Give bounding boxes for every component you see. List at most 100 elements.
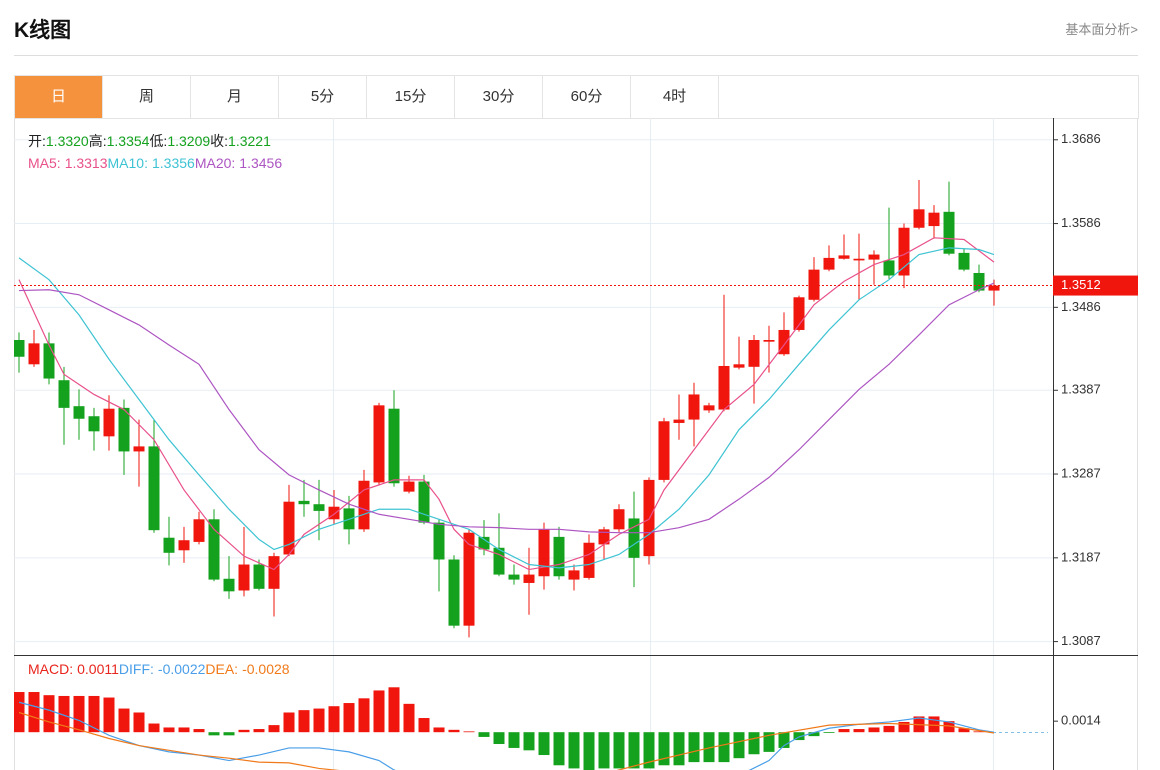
macd-bar (418, 718, 430, 733)
macd-bar (283, 712, 295, 733)
candle-body (988, 285, 1000, 291)
macd-bar (733, 732, 745, 759)
macd-bar (478, 732, 490, 737)
info-item: 低:1.3209 (149, 133, 210, 149)
candle-body (388, 408, 400, 484)
macd-bar (553, 732, 565, 766)
ma-info: MA5: 1.3313MA10: 1.3356MA20: 1.3456 (28, 155, 282, 171)
macd-bar (463, 731, 475, 733)
candle-body (883, 260, 895, 276)
macd-bar (343, 703, 355, 733)
candle-body (103, 408, 115, 437)
candle-body (973, 272, 985, 291)
candle-body (478, 536, 490, 550)
plot (14, 179, 1000, 638)
candle-body (163, 537, 175, 553)
candle-body (928, 212, 940, 227)
period-tab[interactable]: 4时 (631, 76, 719, 118)
macd-bar (328, 706, 340, 733)
macd-bar (658, 732, 670, 766)
macd-bar (628, 732, 640, 769)
macd-bar (88, 695, 100, 733)
period-tab[interactable]: 5分 (279, 76, 367, 118)
macd-bar (643, 732, 655, 769)
candle-body (358, 480, 370, 530)
period-tab[interactable]: 30分 (455, 76, 543, 118)
info-item: DEA: -0.0028 (205, 661, 289, 677)
analysis-link[interactable]: 基本面分析> (1065, 22, 1138, 37)
period-tab[interactable]: 60分 (543, 76, 631, 118)
current-price-box (1053, 275, 1138, 296)
period-tab[interactable]: 周 (103, 76, 191, 118)
candle-body (718, 365, 730, 410)
period-tab[interactable]: 15分 (367, 76, 455, 118)
info-item: MA10: 1.3356 (108, 155, 195, 171)
candle-body (133, 446, 145, 452)
macd-bar (613, 732, 625, 769)
macd-bar (583, 732, 595, 770)
info-value: 0.0011 (77, 661, 119, 677)
macd-bar (778, 732, 790, 748)
macd-bar (178, 727, 190, 733)
info-value: 1.3354 (106, 133, 150, 149)
info-value: 1.3456 (239, 155, 283, 171)
candle-body (418, 481, 430, 523)
info-label: DIFF: (118, 661, 154, 677)
macd-bar (448, 729, 460, 733)
candle-body (43, 343, 55, 379)
info-item: MA5: 1.3313 (28, 155, 108, 171)
info-label: MACD: (28, 661, 74, 677)
candle-body (733, 364, 745, 368)
macd-bar (868, 727, 880, 733)
macd-bar (58, 695, 70, 733)
candle-body (748, 340, 760, 367)
macd-bar (808, 732, 820, 737)
candle-body (328, 506, 340, 520)
info-value: 1.3209 (167, 133, 211, 149)
macd-bar (763, 732, 775, 752)
candle-body (703, 405, 715, 411)
macd-bar (133, 712, 145, 733)
macd-bar (823, 732, 835, 733)
info-item: DIFF: -0.0022 (119, 661, 205, 677)
candle-body (958, 252, 970, 270)
candle-body (14, 340, 25, 357)
macd-bar (253, 729, 265, 733)
candle-body (313, 504, 325, 511)
candle-body (583, 542, 595, 578)
candle-body (898, 227, 910, 276)
macd-bar (223, 732, 235, 736)
candle-body (463, 532, 475, 626)
candle-body (943, 211, 955, 254)
candle-body (598, 529, 610, 545)
macd-bar (853, 729, 865, 733)
macd-bar (14, 692, 25, 733)
macd-bar (508, 732, 520, 748)
candle-body (298, 500, 310, 505)
y-tick-label: 1.3387 (1061, 382, 1101, 397)
info-value: 1.3320 (45, 133, 89, 149)
macd-bar (208, 732, 220, 736)
info-item: 开:1.3320 (28, 133, 89, 149)
info-label: MA10: (107, 155, 148, 171)
candle-body (568, 570, 580, 580)
candle-body (283, 501, 295, 555)
period-tab[interactable]: 月 (191, 76, 279, 118)
candle-body (778, 329, 790, 355)
candle-body (118, 407, 130, 452)
macd-bar (538, 732, 550, 756)
macd-bar (973, 731, 985, 733)
macd-bar (688, 732, 700, 763)
candle-body (658, 421, 670, 480)
macd-bar (103, 697, 115, 733)
info-label: MA5: (28, 155, 61, 171)
period-tab[interactable]: 日 (15, 76, 103, 118)
candle-body (148, 446, 160, 531)
page-title: K线图 (14, 19, 72, 42)
macd-bar (568, 732, 580, 769)
candle-body (208, 519, 220, 580)
macd-bar (748, 732, 760, 755)
plot (14, 687, 995, 770)
candle-body (793, 297, 805, 330)
macd-bar (673, 732, 685, 766)
